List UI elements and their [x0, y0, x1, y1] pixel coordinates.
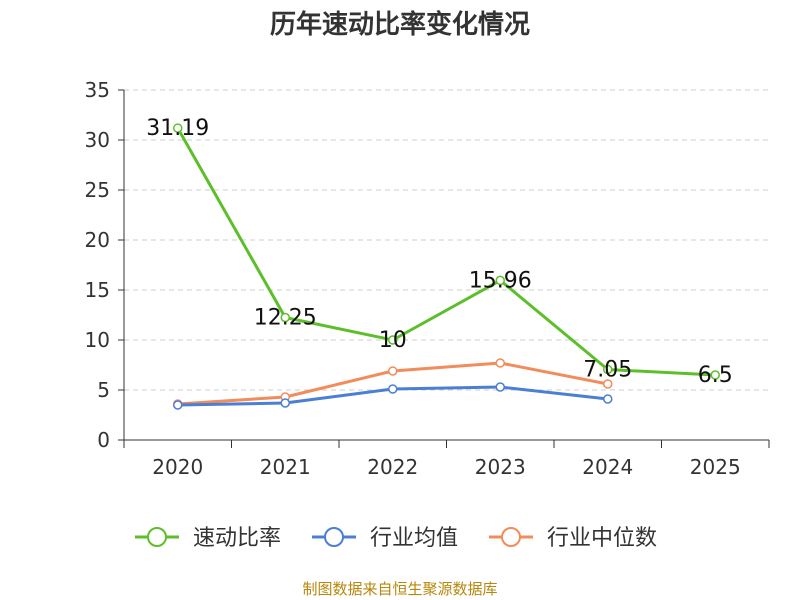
legend-label: 行业中位数: [547, 526, 657, 551]
y-tick-label: 0: [97, 428, 110, 452]
data-point: [388, 335, 398, 345]
legend-swatch-marker: [324, 527, 344, 547]
data-point: [495, 382, 505, 392]
x-tick-label: 2020: [152, 455, 203, 479]
y-tick-label: 10: [85, 328, 110, 352]
legend-item-1[interactable]: 速动比率: [135, 526, 281, 551]
chart-title: 历年速动比率变化情况: [269, 10, 530, 40]
legend-item-2[interactable]: 行业均值: [312, 526, 458, 551]
data-point: [495, 275, 505, 286]
x-tick-label: 2022: [367, 455, 418, 479]
x-tick-label: 2021: [260, 455, 311, 479]
data-point: [495, 358, 505, 368]
data-label: 31.19: [146, 116, 209, 141]
y-tick-label: 20: [85, 228, 110, 252]
y-tick-label: 30: [85, 128, 110, 152]
x-tick-label: 2025: [690, 455, 741, 479]
series-line: [176, 127, 716, 377]
legend-item-3[interactable]: 行业中位数: [489, 526, 657, 551]
y-tick-label: 35: [85, 78, 110, 102]
data-point: [280, 312, 290, 323]
data-point: [603, 364, 613, 375]
data-label: 15.96: [469, 268, 532, 293]
y-tick-label: 15: [85, 278, 110, 302]
data-point: [603, 394, 613, 404]
legend-label: 行业均值: [370, 526, 458, 551]
data-point: [280, 398, 290, 408]
data-source-note: 制图数据来自恒生聚源数据库: [302, 580, 498, 598]
legend[interactable]: 速动比率 行业均值 行业中位数: [135, 526, 657, 551]
data-point: [388, 384, 398, 394]
x-tick-label: 2023: [475, 455, 526, 479]
gridlines: [124, 89, 769, 391]
data-point: [388, 366, 398, 376]
y-tick-label: 5: [97, 378, 110, 402]
data-point: [173, 400, 183, 410]
legend-label: 速动比率: [193, 526, 281, 551]
data-point: [603, 379, 613, 389]
data-label: 7.05: [583, 358, 632, 383]
data-point: [710, 370, 720, 380]
data-label: 6.5: [698, 363, 733, 388]
series-lines: [173, 123, 720, 410]
data-labels: 31.19 12.25 10 15.96 7.05 6.5: [146, 116, 732, 388]
x-tick-label: 2024: [582, 455, 633, 479]
data-label: 10: [379, 328, 407, 353]
y-tick-label: 25: [85, 178, 110, 202]
data-label: 12.25: [254, 306, 317, 331]
data-point: [173, 123, 183, 133]
legend-swatch-marker: [501, 527, 521, 547]
legend-swatch-marker: [147, 527, 167, 547]
